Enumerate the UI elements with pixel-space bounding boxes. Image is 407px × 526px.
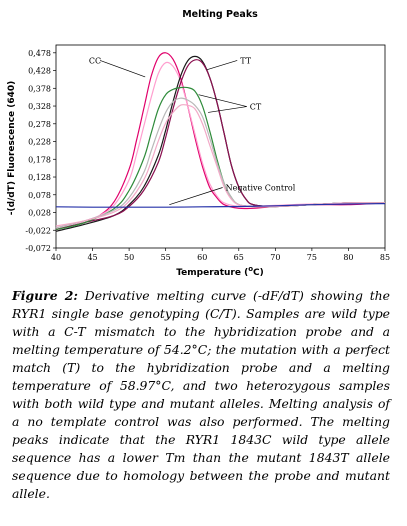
caption-text: Derivative melting curve (-dF/dT) showin…	[12, 288, 390, 501]
y-tick-label: 0,378	[28, 84, 51, 93]
x-axis: 40 45 50 55 60 65 70 75 80 85	[51, 248, 390, 262]
annotation-leader-negative-control	[169, 187, 223, 206]
y-tick-label: -0,072	[25, 244, 51, 253]
x-tick-label: 65	[234, 253, 244, 262]
x-axis-title: Temperature (oC)	[176, 265, 264, 278]
plot-frame	[55, 44, 386, 249]
x-tick-label: 75	[307, 253, 317, 262]
x-tick-label: 80	[343, 253, 353, 262]
annotation-label-ct: CT	[250, 103, 262, 112]
y-tick-label: 0,128	[28, 173, 51, 182]
y-tick-label: 0,478	[28, 49, 51, 58]
x-tick-label: 60	[197, 253, 207, 262]
caption-label: Figure 2:	[12, 288, 78, 303]
y-tick-label: 0,328	[28, 102, 51, 111]
annotation-label-negative-control: Negative Control	[226, 184, 296, 193]
series-line-ct-5	[55, 86, 386, 231]
y-tick-label: 0,178	[28, 155, 51, 164]
annotation-label-tt: TT	[240, 56, 251, 65]
y-tick-label: -0,022	[25, 226, 51, 235]
y-tick-label: 0,078	[28, 191, 51, 200]
y-tick-label: 0,028	[28, 209, 51, 218]
annotation-layer: CC TT CT Negative Control	[89, 56, 296, 206]
y-tick-label: 0,228	[28, 138, 51, 147]
series-layer	[55, 52, 386, 232]
x-tick-label: 50	[124, 253, 134, 262]
x-tick-label: 55	[161, 253, 171, 262]
figure-caption: Figure 2: Derivative melting curve (-dF/…	[12, 287, 390, 503]
x-tick-label: 85	[380, 253, 390, 262]
series-line-negative-control-8	[55, 203, 386, 208]
chart-title: Melting Peaks	[182, 9, 258, 20]
melting-peaks-chart: Melting Peaks 0,4780,4280,3780,3280,2780…	[7, 9, 390, 278]
y-axis-title: -(d/dT) Fluorescence (640)	[7, 81, 17, 216]
annotation-leader-ct	[198, 94, 247, 107]
x-tick-label: 40	[51, 253, 61, 262]
annotation-label-cc: CC	[89, 56, 101, 65]
x-tick-label: 45	[87, 253, 97, 262]
y-axis: 0,478 0,428 0,378 0,328 0,278 0,228 0,178 0,128…	[25, 49, 56, 253]
annotation-leader-tt	[206, 60, 238, 71]
annotation-leader-cc	[99, 60, 146, 78]
y-tick-label: 0,428	[28, 67, 51, 76]
annotation-leader-ct	[208, 106, 247, 113]
y-tick-label: 0,278	[28, 120, 51, 129]
x-tick-label: 70	[270, 253, 280, 262]
